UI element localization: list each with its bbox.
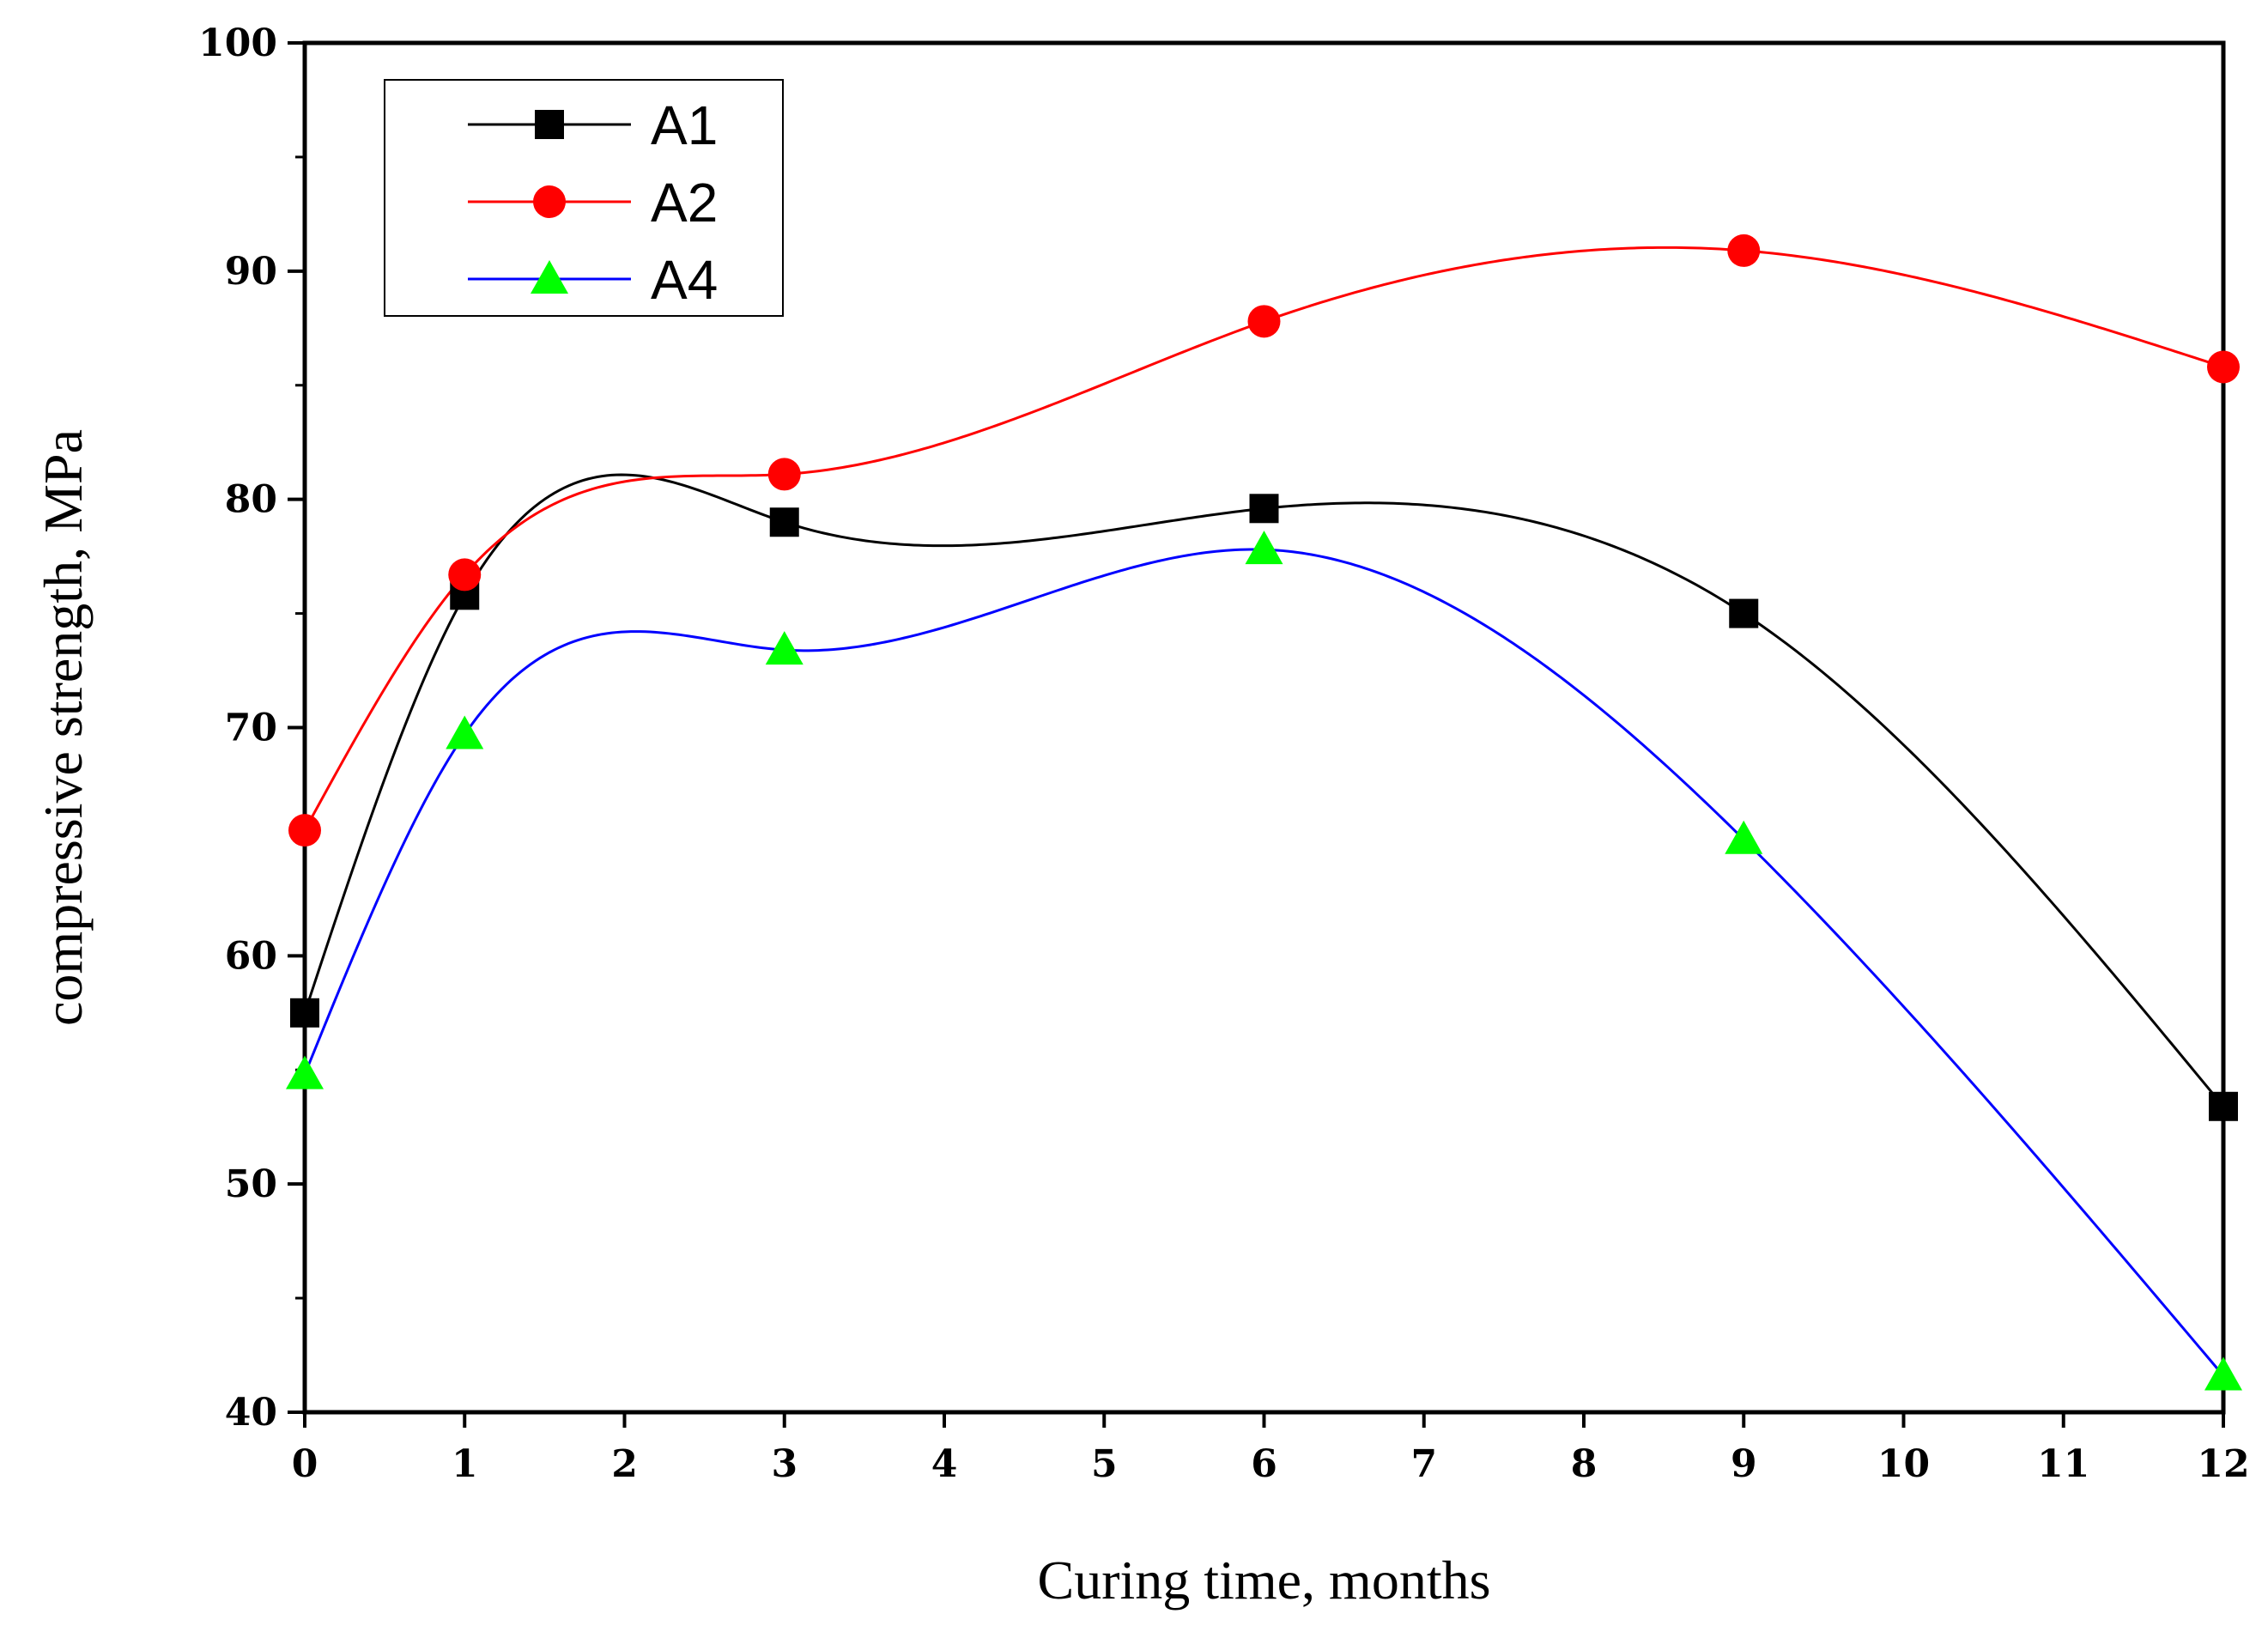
x-tick-label: 4 [931, 1442, 958, 1486]
x-axis-ticks: 0 1 2 3 4 5 6 7 8 9 10 11 12 [292, 1412, 2250, 1486]
data-point-a2 [2207, 350, 2240, 384]
y-tick-label: 90 [225, 250, 277, 294]
legend-marker-a4 [531, 260, 568, 294]
x-tick-label: 5 [1091, 1442, 1118, 1486]
legend-label-a4: A4 [651, 249, 718, 311]
x-tick-label: 10 [1877, 1442, 1930, 1486]
data-point-a4 [2204, 1356, 2242, 1391]
legend-box [384, 79, 784, 317]
y-tick-label: 70 [225, 707, 277, 750]
series-line-a4 [303, 548, 2225, 1377]
legend: A1 A2 A4 [384, 79, 784, 317]
data-point-a1 [769, 507, 799, 537]
x-tick-label: 7 [1410, 1442, 1437, 1486]
x-tick-label: 0 [292, 1442, 318, 1486]
legend-label-a1: A1 [651, 94, 718, 156]
x-tick-label: 8 [1571, 1442, 1598, 1486]
data-point-a1 [1249, 494, 1279, 524]
data-point-a1 [1729, 598, 1759, 628]
x-tick-label: 12 [2197, 1442, 2249, 1486]
x-axis-title: Curing time, months [1038, 1550, 1491, 1611]
x-tick-label: 9 [1731, 1442, 1757, 1486]
data-point-a4 [446, 715, 484, 749]
y-tick-label: 50 [225, 1162, 277, 1206]
y-axis-title: compressive strength, MPa [33, 429, 94, 1026]
data-point-a1 [290, 998, 319, 1028]
x-tick-label: 3 [771, 1442, 797, 1486]
data-point-a1 [2209, 1091, 2238, 1121]
legend-label-a2: A2 [651, 172, 718, 234]
y-tick-label: 100 [198, 21, 277, 65]
data-point-a2 [448, 558, 482, 592]
data-point-a2 [1727, 234, 1761, 267]
data-point-a4 [1245, 531, 1283, 565]
legend-marker-a1 [535, 110, 564, 139]
data-point-a4 [1725, 820, 1763, 854]
data-point-a2 [288, 814, 321, 847]
x-tick-label: 2 [611, 1442, 638, 1486]
data-point-a4 [286, 1055, 324, 1089]
y-axis-ticks: 40 50 60 70 80 90 100 [198, 21, 305, 1435]
y-tick-label: 40 [225, 1391, 277, 1435]
data-point-a4 [765, 631, 804, 665]
x-tick-label: 11 [2037, 1442, 2089, 1486]
x-tick-label: 6 [1251, 1442, 1277, 1486]
series-markers [286, 234, 2242, 1391]
data-point-a2 [1247, 305, 1281, 338]
y-tick-label: 80 [225, 478, 277, 522]
data-point-a2 [767, 458, 801, 491]
series-curves [303, 246, 2225, 1377]
series-line-a1 [303, 473, 2225, 1107]
y-tick-label: 60 [225, 934, 277, 978]
x-tick-label: 1 [452, 1442, 478, 1486]
legend-marker-a2 [533, 185, 566, 218]
